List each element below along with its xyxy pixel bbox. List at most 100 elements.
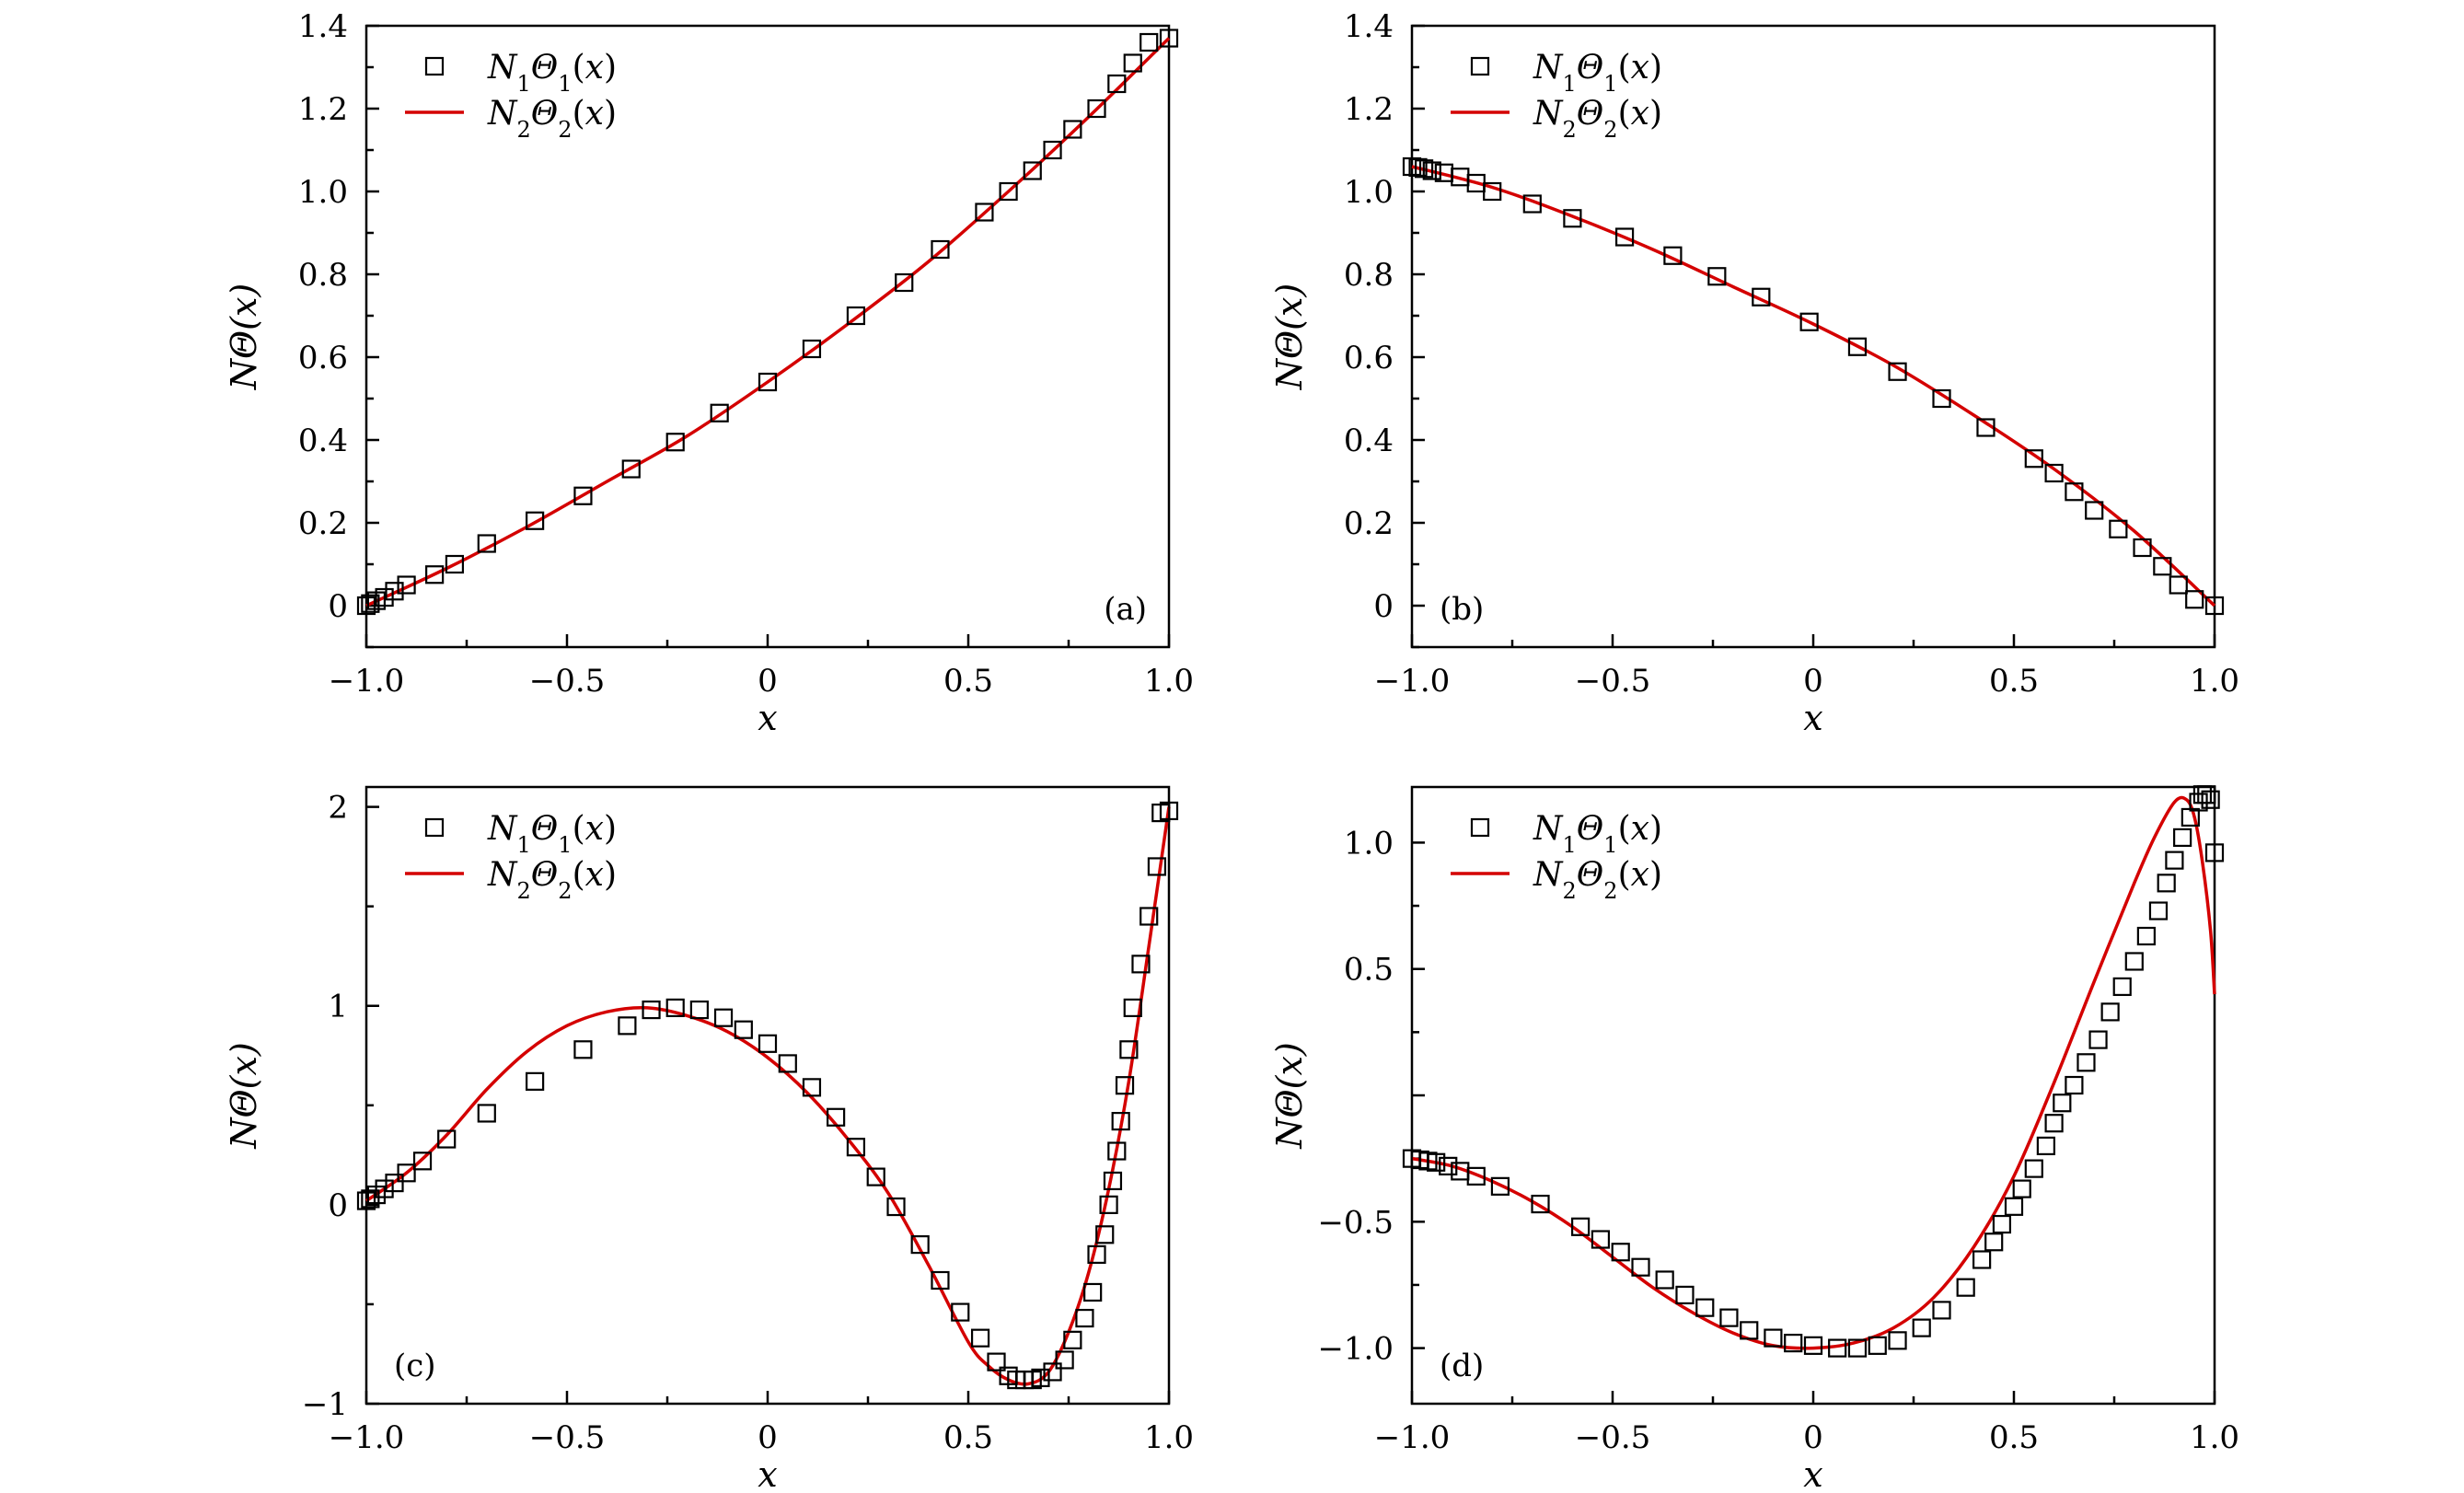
y-tick-label: 0.4 [1344,422,1394,459]
data-point-n1theta1 [2109,519,2128,538]
panel-tag: (d) [1440,1348,1484,1384]
legend-label-n1theta1: N1Θ1(x) [1533,810,1662,858]
x-tick-label: −1.0 [329,663,405,700]
data-point-n1theta1 [361,1189,380,1209]
data-point-n1theta1 [2036,1136,2055,1156]
data-point-n1theta1 [2112,977,2132,997]
data-point-n1theta1 [1123,998,1142,1018]
data-point-n1theta1 [1799,312,1819,331]
data-point-n1theta1 [1063,1330,1082,1349]
y-tick-label: 0 [1373,588,1394,625]
data-point-n1theta1 [1147,857,1167,876]
data-point-n1theta1 [2173,828,2192,848]
plot-frame [364,24,1171,649]
x-tick-label: 0.5 [1989,663,2039,700]
data-point-n1theta1 [1075,1308,1094,1328]
data-point-n1theta1 [802,1078,822,1097]
y-axis-label: NΘ(x) [224,284,264,390]
data-point-n1theta1 [1408,157,1428,177]
y-tick-label: 0 [328,1187,348,1224]
data-point-n1theta1 [2153,557,2172,576]
data-point-n1theta1 [375,587,394,608]
data-point-n1theta1 [1591,1230,1611,1249]
data-point-n1theta1 [1784,1333,1803,1353]
data-point-n1theta1 [1563,209,1582,228]
data-point-n1theta1 [2076,1053,2096,1072]
data-point-n1theta1 [1522,194,1542,214]
x-axis-label: x [758,1454,777,1493]
y-tick-label: −0.5 [1317,1204,1394,1241]
data-point-n1theta1 [1764,1328,1783,1348]
data-point-n1theta1 [1490,1176,1510,1196]
data-point-n1theta1 [846,306,866,326]
data-point-n1theta1 [1752,287,1771,307]
data-point-n1theta1 [2204,596,2225,616]
panel-tag: (a) [1104,591,1147,628]
data-point-n1theta1 [356,596,376,616]
panel-tag: (c) [394,1348,436,1384]
data-point-n1theta1 [1803,1336,1823,1355]
legend-label-n2theta2: N2Θ2(x) [487,856,617,904]
data-point-n1theta1 [1439,1156,1458,1175]
y-tick-label: 2 [328,790,348,827]
data-point-n1theta1 [2065,1075,2084,1095]
panel-a: −1.0 −0.5 0 0.5 1.0 0 0.2 0.4 0.6 0.8 1.0 1.2 1.4 x NΘ… [224,8,1194,738]
legend-label-n2theta2: N2Θ2(x) [1533,95,1662,143]
data-point-n1theta1 [1912,1318,1931,1337]
data-point-n1theta1 [710,403,729,422]
data-point-n1theta1 [1466,1166,1486,1186]
data-point-n1theta1 [1740,1321,1759,1340]
data-point-n1theta1 [734,1020,753,1039]
data-point-n1theta1 [2136,926,2156,946]
data-point-n1theta1 [1655,1270,1674,1290]
y-tick-label: 1.0 [1344,174,1394,211]
x-tick-label: 1.0 [1144,1419,1194,1456]
y-tick-label: 0.6 [298,340,348,376]
x-axis-label: x [1803,1454,1822,1493]
data-point-n1theta1 [526,1071,545,1091]
y-axis-label: NΘ(x) [224,1042,264,1149]
x-tick-label: −0.5 [1575,663,1651,700]
y-tick-label: 1.4 [1344,8,1394,45]
data-point-n1theta1 [975,203,994,222]
x-tick-label: 0.5 [943,1419,993,1456]
data-point-n1theta1 [2053,1094,2072,1113]
data-point-n1theta1 [1631,1257,1650,1277]
plot-frame [1410,24,2216,649]
data-point-n1theta1 [2065,482,2084,502]
data-point-n1theta1 [1055,1350,1074,1370]
data-point-n1theta1 [910,1234,930,1255]
x-tick-label: −0.5 [529,1419,606,1456]
data-point-n1theta1 [477,1104,496,1123]
x-tick-label: −0.5 [1575,1419,1651,1456]
data-point-n1theta1 [1087,98,1106,119]
data-point-n1theta1 [477,534,496,553]
data-point-n1theta1 [713,1008,734,1027]
series-line-n2theta2 [1411,165,2216,608]
x-tick-label: 0 [758,1419,778,1456]
legend-marker-icon [424,56,445,76]
data-point-n1theta1 [1119,1040,1139,1059]
data-point-n1theta1 [1087,1244,1106,1265]
legend-label-n2theta2: N2Θ2(x) [487,95,617,143]
data-point-n1theta1 [1107,74,1127,94]
data-point-n1theta1 [665,998,685,1018]
plot-frame [1410,785,2216,1406]
data-point-n1theta1 [2165,851,2184,870]
data-point-n1theta1 [1675,1285,1695,1305]
y-tick-label: 1.0 [1344,825,1394,862]
data-point-n1theta1 [1043,140,1062,160]
data-point-n1theta1 [1972,1250,1992,1269]
x-tick-label: 0 [758,663,778,700]
x-axis-label: x [1803,698,1822,738]
data-point-n1theta1 [931,239,950,260]
y-tick-label: −1 [302,1386,348,1423]
x-tick-label: −1.0 [1374,1419,1451,1456]
data-point-n1theta1 [970,1328,990,1348]
data-point-n1theta1 [1932,1301,1951,1320]
data-point-n1theta1 [987,1352,1006,1371]
data-point-n1theta1 [2133,538,2152,558]
data-point-n1theta1 [2012,1179,2031,1198]
data-point-n1theta1 [1888,1331,1907,1350]
data-point-n1theta1 [1031,1368,1050,1388]
